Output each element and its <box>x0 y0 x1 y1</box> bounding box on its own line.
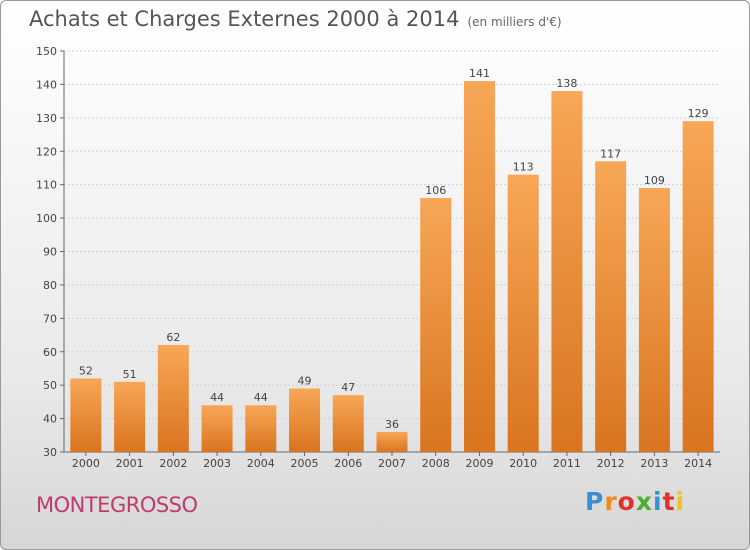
x-tick-label-2014: 2014 <box>684 457 712 470</box>
x-tick-label-2007: 2007 <box>378 457 406 470</box>
logo-letter: P <box>585 487 605 516</box>
x-tick-label-2000: 2000 <box>72 457 100 470</box>
x-tick-label-2008: 2008 <box>422 457 450 470</box>
value-label-2014: 129 <box>688 107 709 120</box>
y-tick-label: 90 <box>43 246 57 259</box>
logo-letter: i <box>653 487 663 516</box>
y-tick-label: 40 <box>43 413 57 426</box>
value-label-2013: 109 <box>644 174 665 187</box>
logo-letter: x <box>635 487 653 516</box>
y-tick-labels: 30 40 50 60 70 80 90 100 110 120 130 140 150 <box>36 45 57 459</box>
x-tick-label-2013: 2013 <box>640 457 668 470</box>
y-tick-label: 110 <box>36 179 57 192</box>
y-tick-label: 130 <box>36 112 57 125</box>
chart-title-text: Achats et Charges Externes 2000 à 2014 <box>29 7 460 31</box>
logo-letter: r <box>604 487 618 516</box>
bar-2010 <box>507 174 539 452</box>
value-label-2001: 51 <box>123 368 137 381</box>
logo-letter: i <box>675 487 686 516</box>
value-label-2003: 44 <box>210 391 224 404</box>
logo-letter: o <box>617 487 636 516</box>
bar-2011 <box>551 91 583 452</box>
value-label-2006: 47 <box>341 381 355 394</box>
x-tick-label-2004: 2004 <box>247 457 275 470</box>
y-tick-label: 140 <box>36 78 57 91</box>
y-tick-label: 70 <box>43 312 57 325</box>
value-label-2011: 138 <box>556 77 577 90</box>
chart-unit: (en milliers d'€) <box>467 15 562 29</box>
bar-2000 <box>70 378 102 452</box>
value-label-2008: 106 <box>425 184 446 197</box>
value-label-2004: 44 <box>254 391 268 404</box>
x-tick-label-2006: 2006 <box>334 457 362 470</box>
bar-2009 <box>463 81 495 452</box>
value-label-2005: 49 <box>298 375 312 388</box>
proxiti-logo: Proxiti <box>585 487 685 516</box>
bar-2013 <box>638 188 670 452</box>
bar-2004 <box>245 405 277 452</box>
bar-2003 <box>201 405 233 452</box>
x-tick-label-2005: 2005 <box>291 457 319 470</box>
bars <box>70 81 714 453</box>
value-labels: 52 51 62 44 44 49 47 36 106 141 113 138 117 109 129 <box>79 67 709 431</box>
bar-2008 <box>420 198 452 452</box>
value-label-2009: 141 <box>469 67 490 80</box>
city-name: MONTEGROSSO <box>36 493 198 517</box>
value-label-2007: 36 <box>385 418 399 431</box>
y-tick-label: 30 <box>43 446 57 459</box>
value-label-2012: 117 <box>600 147 621 160</box>
bar-2014 <box>682 121 714 453</box>
bar-2012 <box>595 161 627 452</box>
value-label-2010: 113 <box>513 161 534 174</box>
x-tick-label-2012: 2012 <box>597 457 625 470</box>
value-label-2002: 62 <box>166 331 180 344</box>
x-tick-label-2003: 2003 <box>203 457 231 470</box>
bar-2007 <box>376 431 408 452</box>
x-tick-label-2002: 2002 <box>159 457 187 470</box>
x-tick-label-2001: 2001 <box>116 457 144 470</box>
x-tick-label-2011: 2011 <box>553 457 581 470</box>
x-tick-labels: 2000 2001 2002 2003 2004 2005 2006 2007 2008 2009… <box>72 457 712 470</box>
logo-letter: t <box>662 487 676 516</box>
bar-2005 <box>289 388 321 452</box>
x-tick-label-2009: 2009 <box>465 457 493 470</box>
y-tick-label: 120 <box>36 145 57 158</box>
bar-2006 <box>332 395 364 452</box>
y-tick-label: 100 <box>36 212 57 225</box>
y-tick-label: 150 <box>36 45 57 58</box>
y-tick-label: 60 <box>43 346 57 359</box>
chart-title: Achats et Charges Externes 2000 à 2014 (e… <box>29 7 562 31</box>
bar-2001 <box>114 381 146 452</box>
y-tick-label: 80 <box>43 279 57 292</box>
y-tick-label: 50 <box>43 379 57 392</box>
value-label-2000: 52 <box>79 364 93 377</box>
bar-2002 <box>157 345 189 452</box>
x-tick-label-2010: 2010 <box>509 457 537 470</box>
